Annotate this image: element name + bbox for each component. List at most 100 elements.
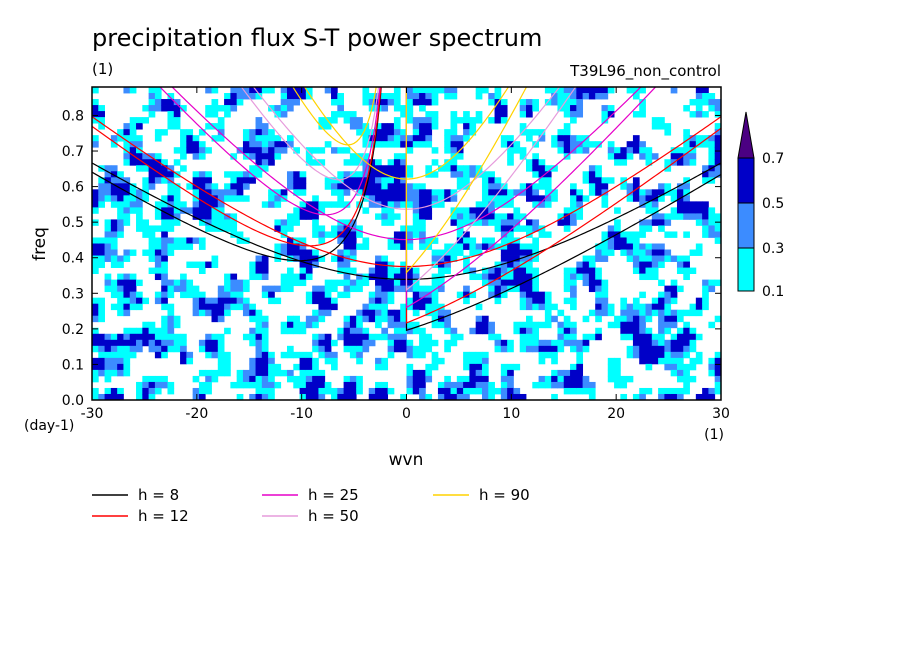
power-cell bbox=[695, 105, 703, 112]
power-cell bbox=[293, 351, 300, 359]
power-cell bbox=[349, 279, 357, 287]
power-cell bbox=[651, 339, 659, 347]
x-tick-label: -20 bbox=[185, 406, 208, 422]
power-cell bbox=[676, 201, 684, 208]
power-cell bbox=[651, 153, 659, 160]
power-cell bbox=[456, 183, 464, 190]
power-cell bbox=[356, 345, 363, 353]
power-cell bbox=[431, 159, 439, 166]
power-cell bbox=[393, 309, 401, 317]
power-cell bbox=[689, 147, 697, 154]
power-cell bbox=[670, 387, 678, 395]
power-cell bbox=[331, 225, 338, 232]
power-cell bbox=[683, 105, 690, 112]
power-cell bbox=[708, 279, 716, 287]
power-cell bbox=[375, 267, 382, 274]
power-cell bbox=[639, 303, 646, 311]
power-cell bbox=[299, 351, 307, 359]
power-cell bbox=[714, 111, 721, 118]
power-cell bbox=[456, 207, 464, 214]
power-cell bbox=[570, 327, 577, 335]
power-cell bbox=[639, 111, 646, 118]
power-cell bbox=[154, 297, 162, 305]
power-cell bbox=[142, 333, 150, 341]
power-cell bbox=[337, 93, 344, 100]
power-cell bbox=[331, 231, 338, 238]
power-cell bbox=[224, 351, 231, 359]
power-cell bbox=[488, 321, 495, 329]
power-cell bbox=[198, 153, 206, 160]
power-cell bbox=[161, 213, 168, 220]
power-cell bbox=[626, 195, 634, 202]
power-cell bbox=[261, 135, 269, 142]
power-cell bbox=[570, 333, 577, 341]
power-cell bbox=[356, 387, 363, 395]
power-cell bbox=[419, 393, 426, 400]
power-cell bbox=[588, 165, 596, 172]
power-cell bbox=[161, 339, 168, 347]
power-cell bbox=[570, 387, 577, 395]
power-cell bbox=[110, 303, 118, 311]
power-cell bbox=[595, 309, 602, 317]
power-cell bbox=[658, 213, 665, 220]
power-cell bbox=[406, 135, 414, 142]
power-cell bbox=[400, 105, 407, 112]
power-cell bbox=[274, 189, 282, 196]
power-cell bbox=[136, 219, 143, 226]
power-cell bbox=[551, 135, 558, 142]
power-cell bbox=[400, 231, 407, 238]
power-cell bbox=[570, 363, 577, 371]
power-cell bbox=[551, 345, 558, 353]
power-cell bbox=[557, 213, 565, 220]
power-cell bbox=[343, 225, 351, 232]
power-cell bbox=[658, 345, 665, 353]
power-cell bbox=[601, 291, 609, 299]
power-cell bbox=[142, 153, 150, 160]
power-cell bbox=[645, 303, 653, 311]
power-cell bbox=[129, 351, 137, 359]
power-cell bbox=[588, 267, 596, 274]
power-cell bbox=[544, 351, 552, 359]
power-cell bbox=[582, 93, 590, 100]
power-cell bbox=[318, 369, 326, 377]
power-cell bbox=[601, 309, 609, 317]
power-cell bbox=[620, 177, 628, 184]
power-cell bbox=[557, 219, 565, 226]
power-cell bbox=[639, 225, 646, 232]
power-cell bbox=[123, 357, 131, 365]
power-cell bbox=[419, 213, 426, 220]
power-cell bbox=[205, 207, 212, 214]
power-cell bbox=[305, 147, 313, 154]
power-cell bbox=[331, 177, 338, 184]
power-cell bbox=[154, 261, 162, 268]
power-cell bbox=[180, 153, 187, 160]
y-tick-label: 0.7 bbox=[62, 144, 84, 160]
x-tick-label: 0 bbox=[402, 406, 411, 422]
power-cell bbox=[167, 279, 175, 287]
power-cell bbox=[475, 87, 483, 94]
power-cell bbox=[431, 255, 439, 262]
power-cell bbox=[299, 279, 307, 287]
power-cell bbox=[431, 315, 439, 323]
power-cell bbox=[588, 171, 596, 178]
power-cell bbox=[318, 255, 326, 262]
power-cell bbox=[563, 273, 571, 281]
power-cell bbox=[639, 189, 646, 196]
power-cell bbox=[526, 105, 533, 112]
power-cell bbox=[494, 213, 502, 220]
power-cell bbox=[331, 339, 338, 347]
power-cell bbox=[538, 135, 546, 142]
power-cell bbox=[198, 201, 206, 208]
power-cell bbox=[148, 105, 156, 112]
power-cell bbox=[500, 189, 508, 196]
power-cell bbox=[419, 225, 426, 232]
power-cell bbox=[456, 375, 464, 383]
power-cell bbox=[255, 129, 263, 136]
power-cell bbox=[412, 117, 420, 124]
power-cell bbox=[211, 183, 219, 190]
power-cell bbox=[714, 357, 721, 365]
x-tick-label: -10 bbox=[290, 406, 313, 422]
power-cell bbox=[702, 141, 709, 148]
power-cell bbox=[305, 87, 313, 94]
power-cell bbox=[576, 189, 584, 196]
